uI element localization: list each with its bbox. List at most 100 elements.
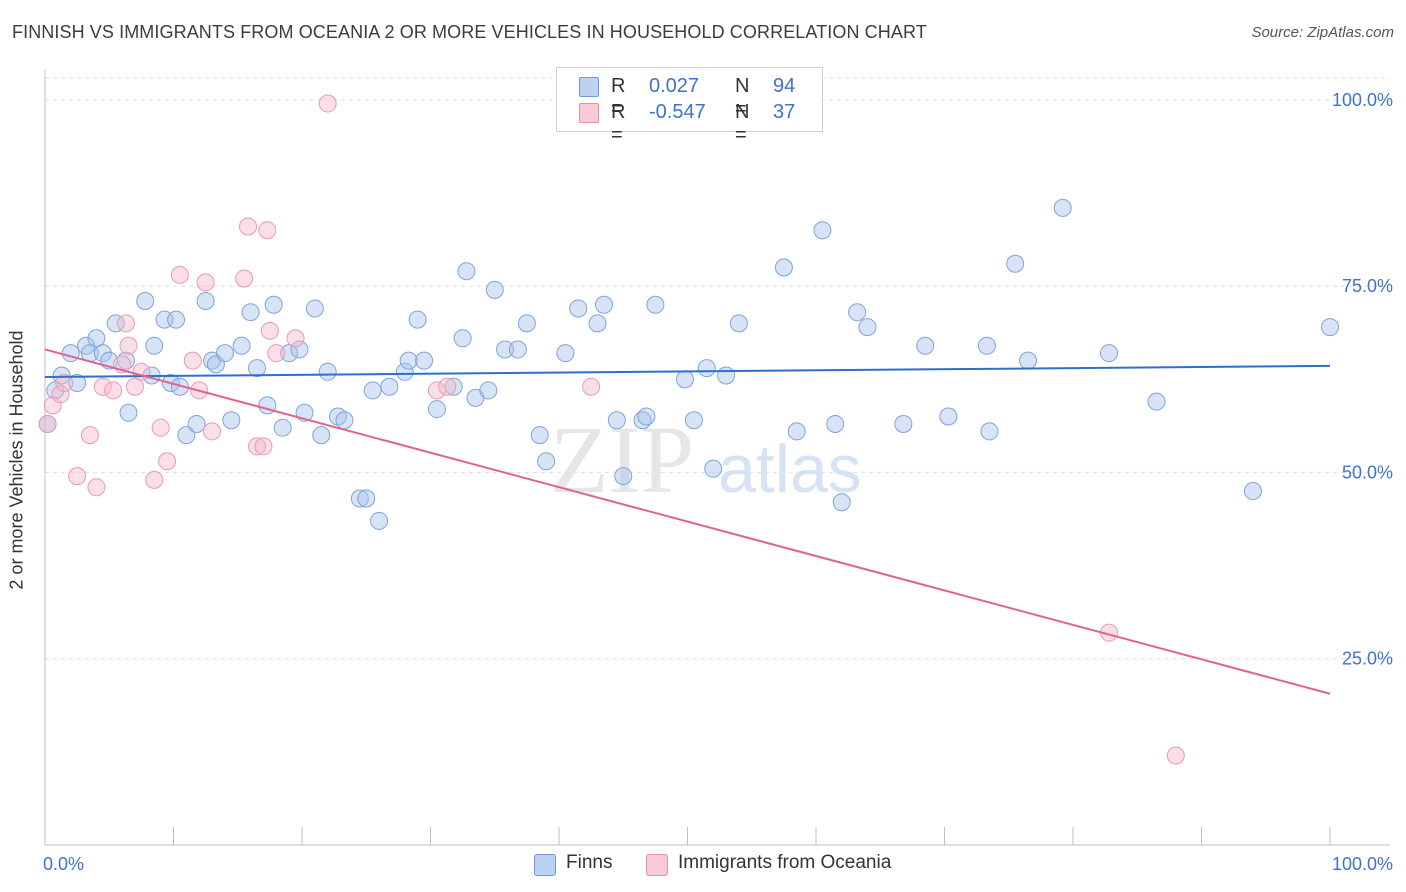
oceania-point bbox=[55, 373, 74, 392]
finns-point bbox=[832, 493, 851, 512]
finns-point bbox=[305, 299, 324, 318]
oceania-point bbox=[239, 217, 258, 236]
finns-point bbox=[427, 400, 446, 419]
oceania-swatch bbox=[579, 103, 599, 123]
finns-point bbox=[588, 314, 607, 333]
oceania-point bbox=[196, 273, 215, 292]
finns-point bbox=[264, 295, 283, 314]
source-label: Source: ZipAtlas.com bbox=[1251, 24, 1394, 41]
oceania-point bbox=[258, 221, 277, 240]
finns-point bbox=[380, 377, 399, 396]
finns-point bbox=[517, 314, 536, 333]
oceania-point bbox=[254, 437, 273, 456]
finns-point bbox=[106, 314, 125, 333]
finns-point bbox=[457, 262, 476, 281]
finns-point bbox=[87, 329, 106, 348]
finns-point bbox=[177, 426, 196, 445]
y-tick-label: 100.0% bbox=[1332, 90, 1393, 110]
finns-point bbox=[1147, 392, 1166, 411]
finns-point bbox=[290, 340, 309, 359]
finns-point bbox=[614, 467, 633, 486]
finns-point bbox=[415, 351, 434, 370]
trend-lines bbox=[44, 348, 1331, 695]
finns-point bbox=[273, 418, 292, 437]
n-value: 94 bbox=[773, 75, 796, 97]
oceania-point bbox=[248, 437, 267, 456]
finns-point bbox=[787, 422, 806, 441]
oceania-point bbox=[80, 426, 99, 445]
gridlines bbox=[45, 77, 1390, 660]
finns-point bbox=[637, 407, 656, 426]
finns-point bbox=[145, 336, 164, 355]
finns-point bbox=[1019, 351, 1038, 370]
oceania-point bbox=[427, 381, 446, 400]
finns-point bbox=[646, 295, 665, 314]
n-value: 37 bbox=[773, 101, 796, 123]
finns-point bbox=[318, 362, 337, 381]
finns-point bbox=[453, 329, 472, 348]
chart-title: FINNISH VS IMMIGRANTS FROM OCEANIA 2 OR … bbox=[12, 22, 927, 42]
finns-point bbox=[569, 299, 588, 318]
watermark-zip: ZIP bbox=[550, 406, 694, 513]
finns-point bbox=[1243, 482, 1262, 501]
legend-label-oceania: Immigrants from Oceania bbox=[678, 852, 892, 873]
oceania-point bbox=[104, 381, 123, 400]
finns-point bbox=[52, 366, 71, 385]
finns-point bbox=[444, 377, 463, 396]
n-label: N = bbox=[735, 75, 750, 120]
oceania-point bbox=[235, 269, 254, 288]
x-tick-label: 100.0% bbox=[1332, 854, 1393, 874]
finns-point bbox=[93, 344, 112, 363]
finns-point bbox=[479, 381, 498, 400]
oceania-point bbox=[119, 336, 138, 355]
finns-point bbox=[697, 359, 716, 378]
finns-point bbox=[675, 370, 694, 389]
finns-point bbox=[363, 381, 382, 400]
finns-point bbox=[977, 336, 996, 355]
finns-point bbox=[222, 411, 241, 430]
r-label: R = bbox=[611, 75, 626, 120]
oceania-point bbox=[158, 452, 177, 471]
finns-point bbox=[916, 336, 935, 355]
finns-point bbox=[350, 489, 369, 508]
oceania-point bbox=[286, 329, 305, 348]
finns-point bbox=[312, 426, 331, 445]
finns-point bbox=[170, 377, 189, 396]
finns-point bbox=[370, 511, 389, 530]
finns-point bbox=[241, 303, 260, 322]
oceania-point bbox=[145, 470, 164, 489]
oceania-swatch bbox=[646, 854, 668, 876]
y-axis-label: 2 or more Vehicles in Household bbox=[6, 330, 27, 590]
finns-point bbox=[1053, 198, 1072, 217]
finns-point bbox=[607, 411, 626, 430]
finns-point bbox=[496, 340, 515, 359]
finns-trend-line bbox=[44, 364, 1331, 379]
oceania-point bbox=[318, 94, 337, 113]
finns-point bbox=[537, 452, 556, 471]
oceania-point bbox=[51, 385, 70, 404]
finns-point bbox=[939, 407, 958, 426]
finns-point bbox=[1321, 318, 1339, 337]
finns-point bbox=[248, 359, 267, 378]
n-label: N = bbox=[735, 101, 750, 146]
oceania-trend-line bbox=[44, 348, 1331, 695]
finns-point bbox=[826, 414, 845, 433]
finns-point bbox=[395, 362, 414, 381]
oceania-point bbox=[116, 314, 135, 333]
y-tick-label: 75.0% bbox=[1342, 276, 1393, 296]
oceania-point bbox=[125, 377, 144, 396]
finns-point bbox=[196, 292, 215, 311]
oceania-point bbox=[203, 422, 222, 441]
finns-point bbox=[119, 403, 138, 422]
finns-point bbox=[232, 336, 251, 355]
finns-point bbox=[894, 414, 913, 433]
finns-point bbox=[280, 344, 299, 363]
finns-point bbox=[774, 258, 793, 277]
finns-point bbox=[594, 295, 613, 314]
oceania-point bbox=[38, 414, 57, 433]
oceania-point bbox=[260, 321, 279, 340]
oceania-point bbox=[267, 344, 286, 363]
finns-point bbox=[1006, 254, 1025, 273]
oceania-point bbox=[93, 377, 112, 396]
finns-point bbox=[717, 366, 736, 385]
